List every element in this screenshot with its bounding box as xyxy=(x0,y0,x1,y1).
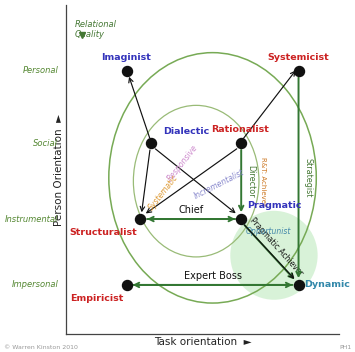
Point xyxy=(148,140,154,146)
Text: Opportunist: Opportunist xyxy=(245,227,291,236)
Text: R&T: Achiever: R&T: Achiever xyxy=(260,157,266,206)
Text: Empiricist: Empiricist xyxy=(70,294,123,303)
Text: © Warren Kinston 2010: © Warren Kinston 2010 xyxy=(4,345,77,350)
Text: Social: Social xyxy=(33,139,58,148)
Text: Structuralist: Structuralist xyxy=(69,228,137,237)
Text: Incrementalist: Incrementalist xyxy=(193,168,246,201)
X-axis label: Task orientation  ►: Task orientation ► xyxy=(154,337,252,347)
Text: Rationalist: Rationalist xyxy=(211,125,269,134)
Point xyxy=(296,282,301,288)
Point xyxy=(238,140,244,146)
Text: Director: Director xyxy=(246,165,255,197)
Point xyxy=(296,68,301,74)
Text: Chief: Chief xyxy=(178,205,203,215)
Text: PH1: PH1 xyxy=(339,345,351,350)
Y-axis label: Person Orientation  ►: Person Orientation ► xyxy=(54,114,64,226)
Text: Expert Boss: Expert Boss xyxy=(184,271,241,281)
Point xyxy=(238,216,244,222)
Text: Pragmatic Achiever: Pragmatic Achiever xyxy=(248,216,305,278)
Text: Responsive: Responsive xyxy=(165,143,200,183)
Text: Dynamic: Dynamic xyxy=(305,281,350,289)
Text: Pragmatic: Pragmatic xyxy=(247,201,302,210)
Text: Instrumental: Instrumental xyxy=(5,214,58,224)
Point xyxy=(124,282,129,288)
Point xyxy=(137,216,143,222)
Text: Imaginist: Imaginist xyxy=(102,52,152,62)
Text: Impersonal: Impersonal xyxy=(11,281,58,289)
Ellipse shape xyxy=(230,211,318,300)
Point xyxy=(124,68,129,74)
Text: Personal: Personal xyxy=(22,66,58,75)
Text: Relational
Quality: Relational Quality xyxy=(75,20,117,39)
Text: Dialectic: Dialectic xyxy=(163,127,210,136)
Text: Systematic: Systematic xyxy=(147,173,180,212)
Text: Strategist: Strategist xyxy=(303,158,312,197)
Text: Systemicist: Systemicist xyxy=(268,52,329,62)
